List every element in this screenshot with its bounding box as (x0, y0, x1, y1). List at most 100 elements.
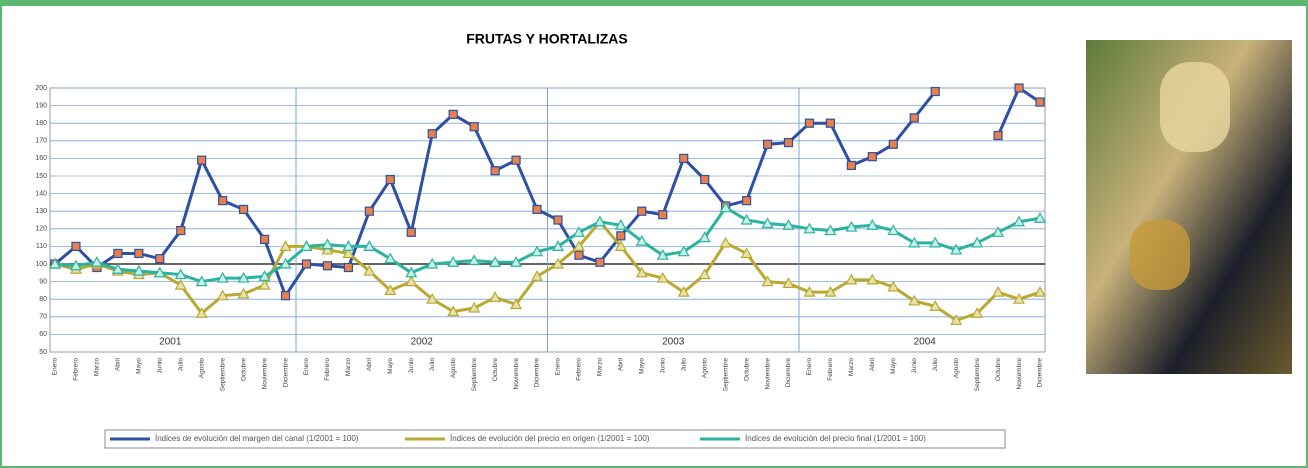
x-tick-label: Agosto (198, 358, 205, 379)
data-point (847, 161, 855, 169)
data-point (219, 197, 227, 205)
x-tick-label: Octubre (240, 358, 247, 382)
x-tick-label: Abril (366, 357, 373, 371)
data-point (386, 176, 394, 184)
data-point (785, 139, 793, 147)
y-tick-label: 130 (35, 208, 47, 215)
x-tick-label: Septiembre (219, 358, 226, 392)
data-point (533, 205, 541, 213)
x-tick-label: Noviembre (513, 358, 520, 390)
x-tick-label: Mayo (387, 358, 394, 374)
x-tick-label: Agosto (953, 358, 960, 379)
data-point (240, 205, 248, 213)
legend-label: Índices de evolución del precio final (1… (745, 434, 926, 443)
x-tick-label: Abril (115, 357, 122, 371)
year-label: 2002 (411, 337, 434, 348)
y-tick-label: 100 (35, 261, 47, 268)
x-tick-label: Julio (680, 358, 687, 372)
y-tick-label: 110 (36, 243, 47, 250)
x-tick-label: Noviembre (1016, 358, 1023, 390)
x-tick-label: Mayo (639, 358, 646, 374)
data-point (868, 153, 876, 161)
x-tick-label: Octubre (995, 358, 1002, 382)
data-point (449, 110, 457, 118)
y-tick-label: 70 (39, 314, 47, 321)
y-tick-label: 170 (35, 138, 47, 145)
x-tick-label: Julio (429, 358, 436, 372)
x-tick-label: Agosto (450, 358, 457, 379)
y-tick-label: 80 (39, 296, 47, 303)
x-tick-label: Abril (869, 357, 876, 371)
y-tick-label: 50 (39, 349, 47, 356)
data-point (177, 227, 185, 235)
x-tick-label: Abril (618, 357, 625, 371)
x-tick-label: Septiembre (974, 358, 981, 392)
x-tick-label: Septiembre (471, 358, 478, 392)
y-tick-label: 90 (39, 278, 47, 285)
data-point (617, 232, 625, 240)
year-label: 2004 (914, 337, 937, 348)
x-tick-label: Junio (157, 358, 164, 374)
data-point (889, 140, 897, 148)
y-tick-label: 140 (35, 190, 47, 197)
x-tick-label: Junio (408, 358, 415, 374)
data-point (764, 140, 772, 148)
legend-label: Índices de evolución del precio en orige… (450, 434, 650, 443)
x-tick-label: Marzo (848, 358, 855, 376)
chart-title: FRUTAS Y HORTALIZAS (466, 31, 628, 47)
data-point (994, 132, 1002, 140)
x-tick-label: Enero (303, 358, 310, 376)
data-point (512, 156, 520, 164)
x-tick-label: Marzo (94, 358, 101, 376)
data-point (659, 211, 667, 219)
data-point (743, 197, 751, 205)
data-point (701, 176, 709, 184)
data-point (575, 251, 583, 259)
data-point (491, 167, 499, 175)
data-point (407, 228, 415, 236)
x-tick-label: Julio (932, 358, 939, 372)
data-point (638, 207, 646, 215)
y-tick-label: 150 (35, 173, 47, 180)
legend-label: Índices de evolución del margen del cana… (155, 434, 359, 443)
x-tick-label: Enero (555, 358, 562, 376)
data-point (470, 123, 478, 131)
x-tick-label: Enero (806, 358, 813, 376)
data-point (680, 154, 688, 162)
x-tick-label: Julio (177, 358, 184, 372)
x-tick-label: Diciembre (785, 358, 792, 388)
data-point (282, 292, 290, 300)
data-point (1036, 98, 1044, 106)
x-tick-label: Noviembre (261, 358, 268, 390)
x-tick-label: Diciembre (282, 358, 289, 388)
photo-pineapple (1130, 220, 1190, 290)
x-tick-label: Octubre (743, 358, 750, 382)
data-point (72, 242, 80, 250)
data-point (323, 262, 331, 270)
year-label: 2001 (159, 337, 182, 348)
data-point (198, 156, 206, 164)
data-point (302, 260, 310, 268)
data-point (135, 249, 143, 257)
x-tick-label: Agosto (701, 358, 708, 379)
x-tick-label: Mayo (890, 358, 897, 374)
chart: FRUTAS Y HORTALIZAS 50607080901001101201… (0, 0, 1308, 468)
x-tick-label: Septiembre (722, 358, 729, 392)
x-tick-label: Febrero (827, 358, 834, 381)
y-tick-label: 200 (35, 85, 47, 92)
data-point (365, 207, 373, 215)
x-tick-label: Marzo (597, 358, 604, 376)
y-tick-label: 60 (39, 331, 47, 338)
data-point (554, 216, 562, 224)
x-tick-label: Febrero (576, 358, 583, 381)
x-tick-label: Febrero (73, 358, 80, 381)
x-tick-label: Marzo (345, 358, 352, 376)
x-tick-label: Diciembre (534, 358, 541, 388)
y-tick-label: 160 (35, 155, 47, 162)
x-tick-label: Junio (659, 358, 666, 374)
x-tick-label: Enero (52, 358, 59, 376)
data-point (261, 235, 269, 243)
data-point (344, 264, 352, 272)
y-tick-label: 190 (35, 102, 47, 109)
x-tick-label: Octubre (492, 358, 499, 382)
